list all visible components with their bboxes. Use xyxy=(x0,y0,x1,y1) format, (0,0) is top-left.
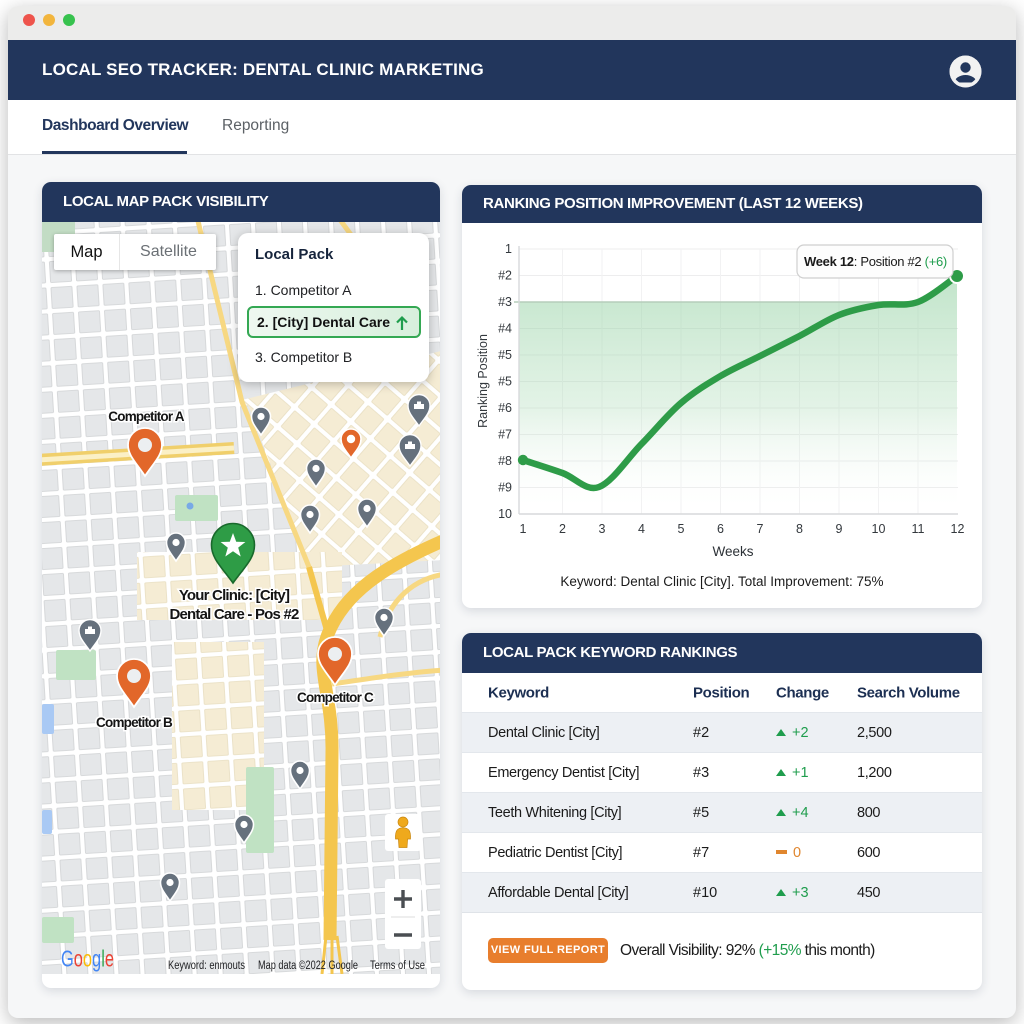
svg-text:5: 5 xyxy=(678,522,685,536)
svg-text:3: 3 xyxy=(599,522,606,536)
svg-text:Ranking Position: Ranking Position xyxy=(476,334,490,428)
svg-text:Google: Google xyxy=(61,946,114,972)
svg-text:#8: #8 xyxy=(498,454,512,468)
svg-text:Competitor A: Competitor A xyxy=(108,409,184,424)
svg-text:#7: #7 xyxy=(498,428,512,442)
svg-text:1: 1 xyxy=(505,242,512,256)
svg-text:#9: #9 xyxy=(498,481,512,495)
svg-text:Terms of Use: Terms of Use xyxy=(370,960,425,972)
svg-text:12: 12 xyxy=(951,522,965,536)
svg-text:Dental Care - Pos #2: Dental Care - Pos #2 xyxy=(169,606,299,623)
svg-text:#2: #2 xyxy=(498,269,512,283)
svg-text:#4: #4 xyxy=(498,322,512,336)
svg-text:#3: #3 xyxy=(498,295,512,309)
svg-text:Keyword: enmouts: Keyword: enmouts xyxy=(168,960,245,972)
svg-text:Your Clinic: [City]: Your Clinic: [City] xyxy=(179,587,290,604)
svg-text:8: 8 xyxy=(796,522,803,536)
svg-text:Week 12: Position #2 (+6): Week 12: Position #2 (+6) xyxy=(804,254,947,269)
svg-text:Competitor C: Competitor C xyxy=(297,690,374,705)
svg-text:10: 10 xyxy=(872,522,886,536)
svg-text:2: 2 xyxy=(559,522,566,536)
svg-text:Map data ©2022 Google: Map data ©2022 Google xyxy=(258,960,358,972)
svg-text:Competitor B: Competitor B xyxy=(96,715,173,730)
svg-text:#5: #5 xyxy=(498,375,512,389)
svg-text:Keyword: Dental Clinic [City].: Keyword: Dental Clinic [City]. Total Imp… xyxy=(560,574,883,589)
svg-text:10: 10 xyxy=(498,507,512,521)
svg-text:4: 4 xyxy=(638,522,645,536)
svg-text:9: 9 xyxy=(836,522,843,536)
svg-text:1: 1 xyxy=(520,522,527,536)
svg-text:Weeks: Weeks xyxy=(712,544,753,559)
svg-text:#5: #5 xyxy=(498,348,512,362)
svg-text:6: 6 xyxy=(717,522,724,536)
svg-text:7: 7 xyxy=(757,522,764,536)
svg-text:11: 11 xyxy=(912,522,925,536)
svg-text:#6: #6 xyxy=(498,401,512,415)
